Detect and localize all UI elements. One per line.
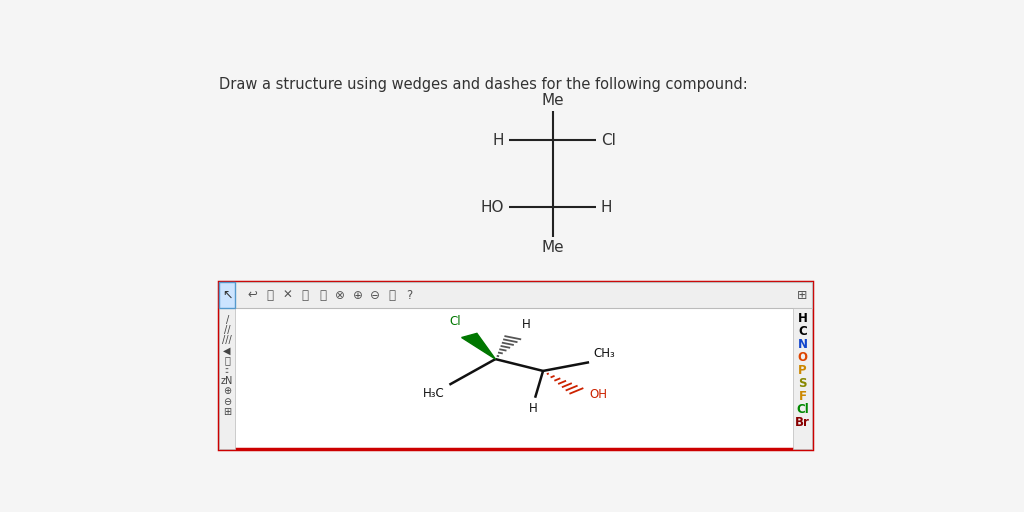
Text: zN: zN [221, 376, 233, 386]
Text: ↩: ↩ [248, 289, 257, 302]
Text: ↆ: ↆ [266, 289, 273, 302]
Text: H₃C: H₃C [423, 387, 444, 400]
Bar [219, 282, 812, 449]
Text: ?: ? [407, 289, 413, 302]
Text: ⊖: ⊖ [370, 289, 380, 302]
Text: ⬜: ⬜ [301, 289, 308, 302]
Bar [219, 308, 236, 449]
Bar [219, 282, 812, 308]
Text: ✕: ✕ [283, 289, 293, 302]
Text: H: H [493, 133, 504, 148]
Polygon shape [462, 333, 496, 359]
Text: Me: Me [542, 240, 564, 255]
Text: ⬛: ⬛ [318, 289, 326, 302]
Text: ◀: ◀ [223, 346, 231, 355]
Text: ⊖: ⊖ [223, 397, 231, 407]
Text: H: H [601, 200, 612, 215]
Text: P: P [799, 365, 807, 377]
Text: Cl: Cl [797, 403, 809, 416]
Text: ↖: ↖ [222, 289, 232, 302]
Text: H: H [521, 318, 530, 331]
Text: //: // [224, 325, 230, 335]
Text: ⊕: ⊕ [223, 387, 231, 396]
Text: ⫶: ⫶ [224, 356, 230, 366]
Text: Cl: Cl [450, 315, 462, 328]
Bar [219, 282, 236, 308]
Text: F: F [799, 391, 807, 403]
Text: ⊗: ⊗ [335, 289, 345, 302]
Text: ///: /// [222, 335, 232, 345]
Text: Cl: Cl [601, 133, 615, 148]
Text: H: H [798, 312, 808, 326]
Text: H: H [529, 402, 538, 415]
Text: HO: HO [480, 200, 504, 215]
Text: ⊞: ⊞ [223, 407, 231, 417]
Text: OH: OH [589, 388, 607, 401]
Text: O: O [798, 351, 808, 365]
Text: 🔍: 🔍 [389, 289, 395, 302]
Text: ∶∶: ∶∶ [224, 366, 229, 376]
Text: /: / [225, 315, 228, 325]
Text: S: S [799, 377, 807, 391]
Text: ⊞: ⊞ [798, 289, 808, 302]
Text: CH₃: CH₃ [594, 347, 615, 360]
Text: Br: Br [795, 416, 810, 430]
Text: Me: Me [542, 93, 564, 108]
Bar [793, 308, 812, 449]
Text: Draw a structure using wedges and dashes for the following compound:: Draw a structure using wedges and dashes… [219, 77, 748, 92]
Text: ⊕: ⊕ [352, 289, 362, 302]
Text: N: N [798, 338, 808, 351]
Text: C: C [798, 326, 807, 338]
